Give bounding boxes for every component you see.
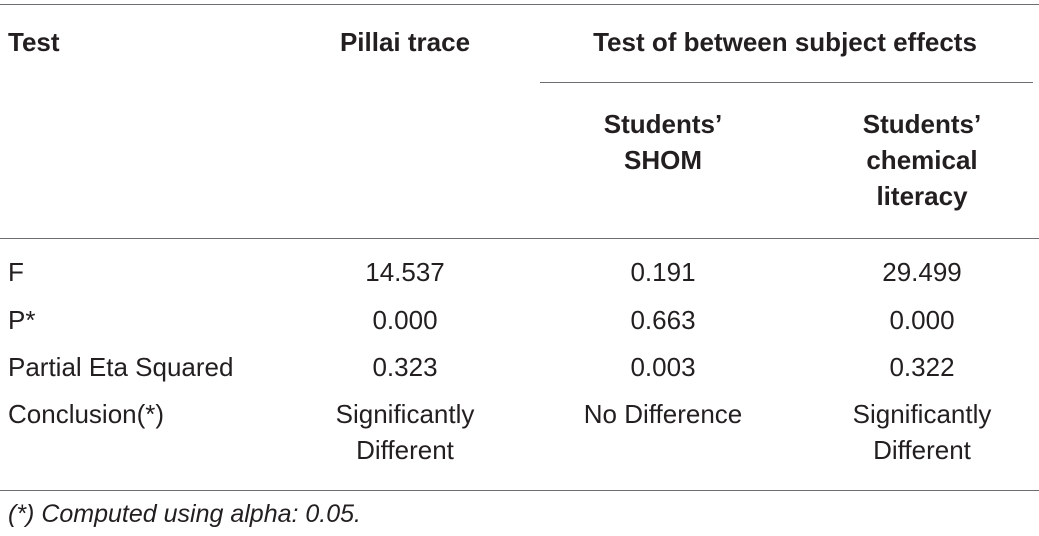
row-label: P* — [8, 305, 36, 335]
data-cell: Significantly Different — [853, 396, 992, 468]
top-rule — [0, 4, 1039, 5]
data-cell-line: Different — [873, 435, 971, 465]
subheader-cell: Students’ SHOM — [604, 106, 722, 178]
header-cell: Test of between subject effects — [593, 27, 977, 57]
data-cell-line: Different — [356, 435, 454, 465]
data-cell: 0.191 — [630, 257, 696, 287]
subheader-cell-line: chemical — [866, 145, 978, 175]
row-label: Conclusion(*) — [8, 399, 165, 429]
subheader-cell-line: SHOM — [623, 145, 702, 175]
data-cell: 14.537 — [365, 257, 445, 287]
subheader-cell-line: Students’ — [862, 109, 982, 139]
data-cell: 0.000 — [889, 305, 955, 335]
subheader-cell-line: literacy — [876, 181, 968, 211]
data-cell: 0.663 — [630, 305, 696, 335]
data-cell: 29.499 — [882, 257, 962, 287]
footnote: (*) Computed using alpha: 0.05. — [8, 500, 361, 528]
subheader-cell: Students’ chemical literacy — [863, 106, 981, 214]
data-cell: 0.003 — [630, 352, 696, 382]
bottom-rule — [0, 490, 1039, 491]
data-cell: 0.000 — [372, 305, 438, 335]
data-cell: Significantly Different — [336, 396, 475, 468]
header-cell: Pillai trace — [339, 27, 471, 57]
header-rule — [0, 238, 1039, 239]
data-cell: 0.323 — [372, 352, 438, 382]
data-cell-line: Significantly — [852, 399, 992, 429]
subheader-cell-line: Students’ — [603, 109, 723, 139]
span-rule — [540, 82, 1033, 83]
data-cell: 0.322 — [889, 352, 955, 382]
header-cell: Test — [8, 27, 60, 57]
row-label: F — [8, 257, 24, 287]
data-cell-line: Significantly — [335, 399, 475, 429]
data-cell: No Difference — [583, 399, 743, 429]
row-label: Partial Eta Squared — [8, 352, 234, 382]
